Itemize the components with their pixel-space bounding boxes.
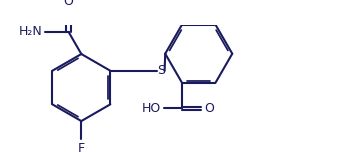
- Text: S: S: [157, 64, 165, 77]
- Text: F: F: [78, 142, 85, 152]
- Text: H₂N: H₂N: [19, 25, 43, 38]
- Text: O: O: [64, 0, 74, 8]
- Text: O: O: [204, 102, 214, 115]
- Text: HO: HO: [142, 102, 161, 115]
